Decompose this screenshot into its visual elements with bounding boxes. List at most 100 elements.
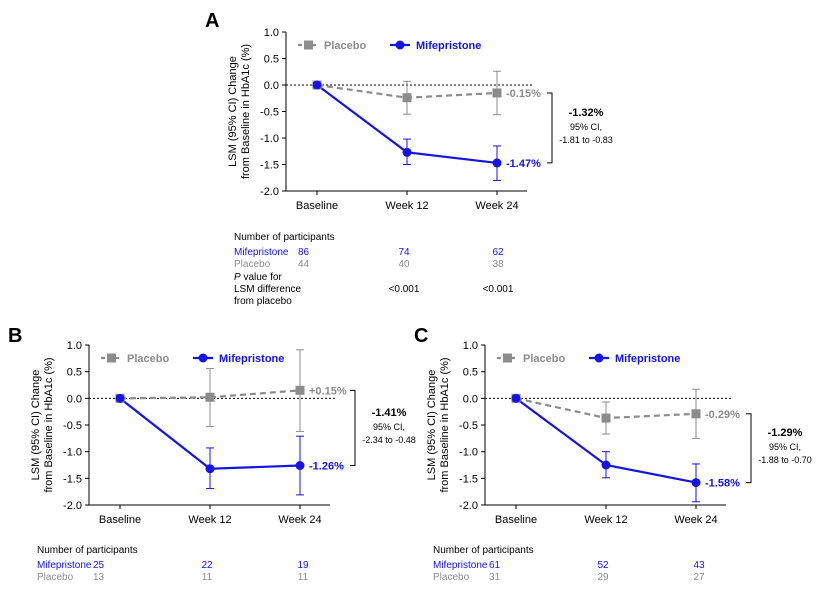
ci-range: -1.88 to -0.70 <box>758 455 812 465</box>
y-tick-label: 1.0 <box>264 27 279 39</box>
mifepristone-marker <box>691 478 701 488</box>
legend: Placebo Mifepristone <box>497 353 680 365</box>
y-tick-label: -1.5 <box>63 473 82 485</box>
participants-header: Number of participants <box>37 545 138 556</box>
participants-mifepristone-label: Mifepristone <box>37 560 92 571</box>
panel-letter: C <box>414 325 428 347</box>
mifepristone-marker <box>492 158 502 168</box>
x-tick-label: Baseline <box>495 514 537 526</box>
mifepristone-end-label: -1.26% <box>309 461 344 473</box>
x-tick-label: Week 12 <box>188 514 231 526</box>
legend-placebo-label: Placebo <box>523 353 565 365</box>
placebo-marker <box>492 88 502 98</box>
difference-bracket <box>350 389 356 467</box>
participants-placebo-count: 40 <box>398 259 410 270</box>
placebo-marker <box>295 385 305 395</box>
mifepristone-marker <box>511 393 521 403</box>
participants-mifepristone-label: Mifepristone <box>234 247 289 258</box>
placebo-marker <box>601 413 611 423</box>
legend-placebo-marker <box>503 353 512 363</box>
y-tick-label: 0.5 <box>463 367 478 379</box>
participants-table: Number of participants Mifepristone 25 22 19… <box>37 545 309 583</box>
participants-placebo-count: 38 <box>492 259 504 270</box>
mifepristone-marker <box>295 461 305 471</box>
legend-mifepristone-label: Mifepristone <box>219 353 284 365</box>
y-tick-label: -1.0 <box>260 133 279 145</box>
legend-mifepristone-marker <box>594 353 604 363</box>
placebo-end-label: -0.15% <box>506 88 541 100</box>
ci-range: -2.34 to -0.48 <box>362 435 416 445</box>
y-tick-label: -1.5 <box>260 160 279 172</box>
y-axis-label: LSM (95% CI) Change <box>426 370 438 481</box>
mifepristone-end-label: -1.47% <box>506 158 541 170</box>
x-tick-label: Week 24 <box>475 200 518 212</box>
legend: Placebo Mifepristone <box>298 40 481 52</box>
participants-mifepristone-count: 86 <box>298 247 310 258</box>
ci-label: 95% CI, <box>570 122 602 132</box>
y-tick-label: 0.5 <box>67 367 82 379</box>
participants-table: Number of participants Mifepristone 86 74 62… <box>234 232 514 307</box>
mifepristone-marker <box>115 393 125 403</box>
placebo-series <box>316 70 501 116</box>
mifepristone-series <box>119 397 304 496</box>
difference-bracket <box>746 413 752 484</box>
y-tick-label: -1.0 <box>459 447 478 459</box>
placebo-marker <box>691 409 701 419</box>
y-tick-label: -1.0 <box>63 447 82 459</box>
difference-value: -1.32% <box>569 107 604 119</box>
participants-header: Number of participants <box>433 545 534 556</box>
y-axis-label: from Baseline in HbA1c (%) <box>439 357 451 492</box>
y-tick-label: -2.0 <box>63 500 82 512</box>
difference-value: -1.29% <box>768 427 803 439</box>
participants-mifepristone-count: 52 <box>597 560 609 571</box>
participants-placebo-count: 27 <box>693 572 705 583</box>
mifepristone-marker <box>601 460 611 470</box>
participants-placebo-label: Placebo <box>37 572 74 583</box>
participants-placebo-label: Placebo <box>433 572 470 583</box>
participants-mifepristone-count: 43 <box>693 560 705 571</box>
y-tick-label: 0.0 <box>264 80 279 92</box>
legend-mifepristone-label: Mifepristone <box>615 353 680 365</box>
placebo-end-label: +0.15% <box>309 385 347 397</box>
participants-mifepristone-label: Mifepristone <box>433 560 488 571</box>
legend-placebo-marker <box>107 353 116 363</box>
mifepristone-marker <box>205 464 215 474</box>
panel-b: B LSM (95% CI) Change from Baseline in HbA… <box>8 325 416 583</box>
legend-mifepristone-marker <box>198 353 208 363</box>
panel-a: A LSM (95% CI) Change from Baseline in HbA… <box>205 10 613 307</box>
participants-placebo-count: 11 <box>298 572 309 583</box>
ci-label: 95% CI, <box>373 422 405 432</box>
y-tick-label: -2.0 <box>260 186 279 198</box>
participants-placebo-count: 44 <box>298 259 310 270</box>
placebo-marker <box>205 392 215 402</box>
legend-mifepristone-label: Mifepristone <box>416 40 481 52</box>
participants-header: Number of participants <box>234 232 335 243</box>
placebo-end-label: -0.29% <box>705 409 740 421</box>
panel-letter: B <box>8 325 22 347</box>
legend-placebo-marker <box>304 40 313 50</box>
x-tick-label: Week 12 <box>584 514 627 526</box>
y-axis-label: LSM (95% CI) Change <box>227 56 239 167</box>
participants-placebo-count: 11 <box>202 572 213 583</box>
participants-mifepristone-count: 61 <box>489 560 501 571</box>
participants-placebo-label: Placebo <box>234 259 271 270</box>
mifepristone-end-label: -1.58% <box>705 478 740 490</box>
y-tick-label: -0.5 <box>260 107 279 119</box>
y-axis-label: from Baseline in HbA1c (%) <box>240 44 252 179</box>
p-value: <0.001 <box>483 284 514 295</box>
y-tick-label: 0.0 <box>67 393 82 405</box>
difference-value: -1.41% <box>372 407 407 419</box>
y-tick-label: -0.5 <box>459 420 478 432</box>
difference-bracket <box>547 92 553 164</box>
legend-placebo-label: Placebo <box>127 353 169 365</box>
y-tick-label: -1.5 <box>459 473 478 485</box>
participants-placebo-count: 31 <box>489 572 501 583</box>
ci-range: -1.81 to -0.83 <box>559 135 613 145</box>
participants-mifepristone-count: 19 <box>297 560 309 571</box>
p-label-rest: value for <box>241 272 283 283</box>
ci-label: 95% CI, <box>769 442 801 452</box>
mifepristone-marker <box>312 80 322 90</box>
y-tick-label: -2.0 <box>459 500 478 512</box>
placebo-marker <box>402 93 412 103</box>
